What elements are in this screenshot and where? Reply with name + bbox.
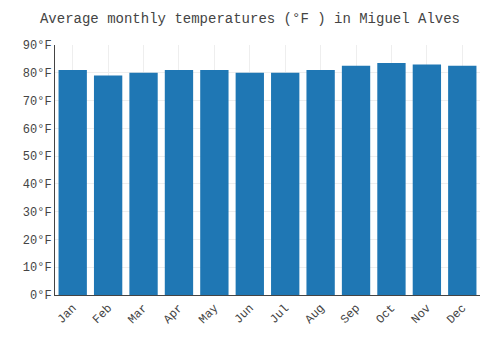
svg-text:80°F: 80°F <box>23 67 52 81</box>
svg-text:Jul: Jul <box>267 302 292 327</box>
svg-text:Average monthly temperatures (: Average monthly temperatures (°F ) in Mi… <box>40 11 460 27</box>
svg-text:Jan: Jan <box>55 302 80 327</box>
svg-text:30°F: 30°F <box>23 206 52 220</box>
svg-text:40°F: 40°F <box>23 178 52 192</box>
svg-text:50°F: 50°F <box>23 150 52 164</box>
svg-text:Dec: Dec <box>444 302 469 327</box>
svg-text:Apr: Apr <box>161 302 186 327</box>
svg-text:Aug: Aug <box>303 302 328 327</box>
svg-text:0°F: 0°F <box>30 289 52 303</box>
svg-text:Mar: Mar <box>125 302 150 327</box>
svg-text:90°F: 90°F <box>23 39 52 53</box>
svg-text:Nov: Nov <box>409 302 434 327</box>
svg-text:Jun: Jun <box>232 302 257 327</box>
svg-text:Feb: Feb <box>90 302 115 327</box>
svg-text:70°F: 70°F <box>23 95 52 109</box>
svg-text:10°F: 10°F <box>23 261 52 275</box>
svg-text:20°F: 20°F <box>23 234 52 248</box>
svg-text:May: May <box>196 302 221 327</box>
svg-text:Oct: Oct <box>373 302 398 327</box>
svg-text:Sep: Sep <box>338 302 363 327</box>
svg-text:60°F: 60°F <box>23 123 52 137</box>
